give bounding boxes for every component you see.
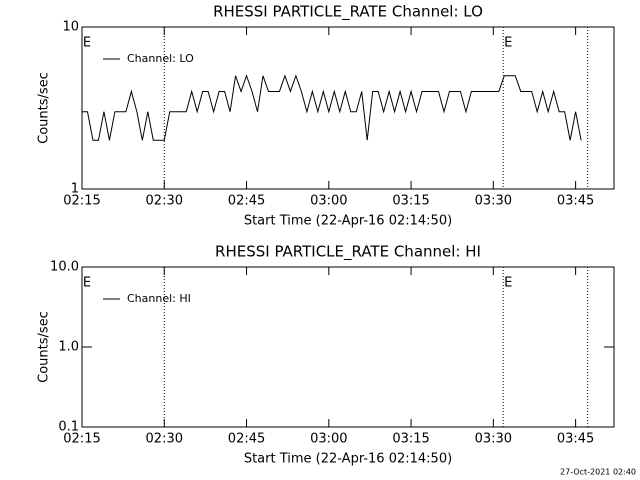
annotation: E xyxy=(504,276,512,291)
x-axis-label: Start Time (22-Apr-16 02:14:50) xyxy=(244,214,452,229)
x-tick-label: 02:45 xyxy=(228,194,265,209)
annotation: E xyxy=(83,36,91,51)
x-tick-label: 03:45 xyxy=(557,432,594,447)
x-tick-label: 02:30 xyxy=(146,194,183,209)
x-tick-label: 03:30 xyxy=(475,432,512,447)
y-tick-label: 1 xyxy=(71,182,79,197)
x-axis-label: Start Time (22-Apr-16 02:14:50) xyxy=(244,452,452,467)
x-tick-label: 02:15 xyxy=(63,432,100,447)
y-axis-label: Counts/sec xyxy=(37,72,52,144)
y-tick-label: 0.1 xyxy=(58,420,79,435)
plot-frame xyxy=(81,26,615,190)
x-tick-label: 02:45 xyxy=(228,432,265,447)
x-tick-label: 03:00 xyxy=(310,194,347,209)
x-tick-label: 03:30 xyxy=(475,194,512,209)
data-line xyxy=(82,74,582,141)
y-tick-label: 10 xyxy=(62,20,79,35)
x-tick-label: 03:15 xyxy=(392,432,429,447)
x-tick-label: 03:45 xyxy=(557,194,594,209)
footer: 27-Oct-2021 02:40 xyxy=(560,468,636,477)
legend-label: Channel: LO xyxy=(127,52,194,65)
y-axis-label: Counts/sec xyxy=(37,311,52,383)
x-tick-label: 02:30 xyxy=(146,432,183,447)
y-tick-label: 1.0 xyxy=(58,340,79,355)
chart-title: RHESSI PARTICLE_RATE Channel: HI xyxy=(215,243,481,262)
x-tick-label: 03:15 xyxy=(392,194,429,209)
x-tick-label: 03:00 xyxy=(310,432,347,447)
x-tick-label: 02:15 xyxy=(63,194,100,209)
chart-title: RHESSI PARTICLE_RATE Channel: LO xyxy=(213,3,483,22)
annotation: E xyxy=(83,276,91,291)
y-tick-label: 10.0 xyxy=(50,260,79,275)
annotation: E xyxy=(504,36,512,51)
legend-label: Channel: HI xyxy=(127,292,191,305)
